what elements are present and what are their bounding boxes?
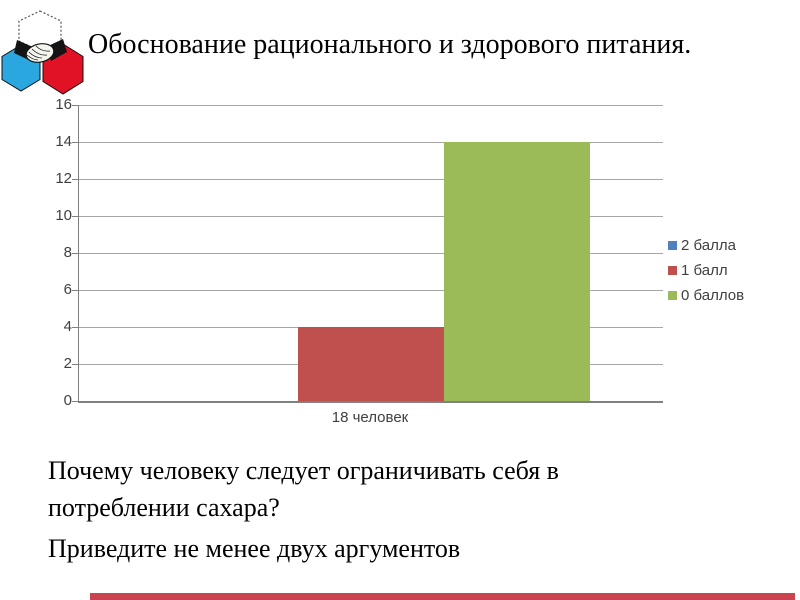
legend-item-2: 0 баллов	[668, 286, 744, 304]
legend-swatch-2	[668, 290, 677, 300]
y-tick-label-0: 0	[63, 392, 72, 409]
legend-item-1: 1 балл	[668, 261, 744, 279]
bar-chart: 0 2 4 6 8 10 12 14 16 18 человек 2 балла 1 балл 0 …	[55, 96, 744, 426]
y-tick-label-8: 8	[63, 244, 72, 261]
y-tick-label-2: 2	[63, 355, 72, 372]
handshake-icon	[14, 39, 67, 63]
gridline-6	[79, 289, 663, 291]
y-tick-mark-12	[72, 178, 78, 180]
y-tick-label-10: 10	[55, 207, 72, 224]
y-tick-label-16: 16	[55, 96, 72, 113]
question-line-1: Почему человеку следует ограничивать себ…	[48, 456, 559, 522]
gridline-16	[79, 104, 663, 106]
hexagon-top	[18, 10, 62, 52]
page-title: Обоснование рационального и здорового пи…	[88, 29, 692, 60]
gridline-8	[79, 252, 663, 254]
y-tick-label-6: 6	[63, 281, 72, 298]
legend-label-2: 0 баллов	[681, 286, 745, 304]
y-tick-label-14: 14	[55, 133, 72, 150]
y-tick-label-12: 12	[55, 170, 72, 187]
question-text: Почему человеку следует ограничивать себ…	[48, 452, 648, 567]
bar-series-2	[444, 142, 590, 401]
chart-plot-area	[78, 104, 663, 403]
question-line-2: Приведите не менее двух аргументов	[48, 534, 461, 563]
legend-swatch-0	[668, 240, 677, 250]
y-tick-mark-8	[72, 252, 78, 254]
y-tick-mark-6	[72, 289, 78, 291]
bottom-accent-bar	[90, 593, 795, 600]
y-tick-mark-2	[72, 363, 78, 365]
legend-label-0: 2 балла	[681, 236, 736, 254]
y-tick-mark-16	[72, 104, 78, 106]
y-tick-mark-4	[72, 326, 78, 328]
gridline-14	[79, 141, 663, 143]
gridline-12	[79, 178, 663, 180]
legend-label-1: 1 балл	[681, 261, 728, 279]
y-tick-mark-0	[72, 400, 78, 402]
y-tick-label-4: 4	[63, 318, 72, 335]
gridline-10	[79, 215, 663, 217]
chart-legend: 2 балла 1 балл 0 баллов	[668, 236, 744, 311]
legend-swatch-1	[668, 265, 677, 275]
hexagon-handshake-logo	[1, 10, 84, 95]
x-axis-category-label: 18 человек	[331, 409, 409, 426]
legend-item-0: 2 балла	[668, 236, 744, 254]
y-tick-mark-10	[72, 215, 78, 217]
bar-series-1	[298, 327, 444, 401]
y-tick-mark-14	[72, 141, 78, 143]
